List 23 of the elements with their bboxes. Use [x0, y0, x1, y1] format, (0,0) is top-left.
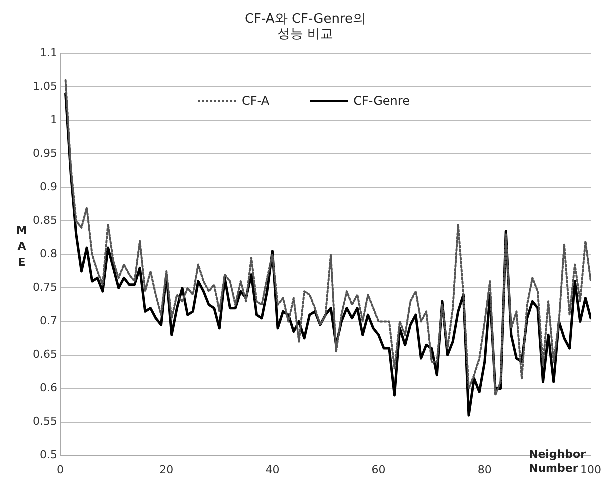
y-tick-label: 0.9 [40, 180, 58, 194]
legend-label: CF-Genre [354, 94, 410, 108]
y-tick-label: 0.6 [40, 382, 58, 395]
y-tick-label: 0.75 [32, 281, 58, 294]
y-tick-label: 0.55 [32, 415, 58, 428]
x-tick-label: 40 [266, 463, 280, 476]
x-tick-label: 20 [160, 463, 174, 476]
x-tick-label: 60 [372, 463, 386, 476]
x-tick-label: 100 [580, 463, 602, 476]
y-tick-label: 1 [50, 113, 58, 126]
y-tick-label: 1.1 [40, 46, 58, 60]
y-tick-label: 0.85 [32, 214, 58, 228]
chart-title: CF-A와 CF-Genre의 성능 비교 [244, 12, 368, 42]
y-tick-label: 0.95 [32, 147, 58, 160]
y-axis-title: MAE [16, 223, 28, 271]
x-tick-label: 0 [56, 463, 64, 476]
y-tick-label: 0.7 [40, 314, 58, 328]
y-tick-label: 0.8 [40, 248, 58, 261]
y-tick-label: 0.65 [32, 348, 58, 362]
legend-label: CF-A [242, 94, 270, 108]
y-tick-label: 0.5 [40, 448, 58, 462]
x-tick-label: 80 [478, 463, 492, 476]
y-tick-label: 1.05 [32, 80, 58, 93]
